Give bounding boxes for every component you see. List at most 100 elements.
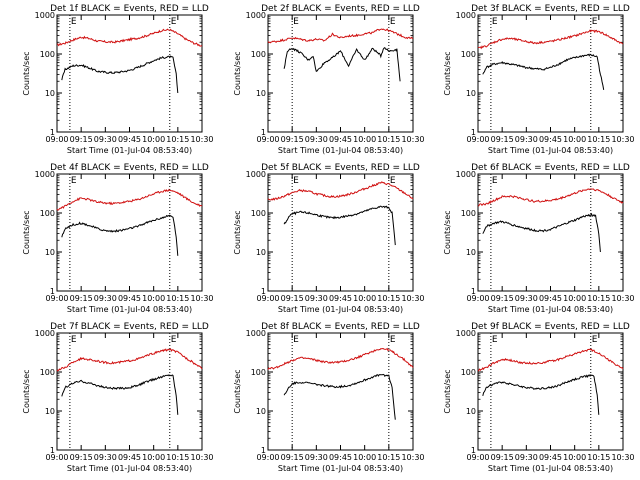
plot-frame xyxy=(56,332,203,451)
x-tick-label: 10:00 xyxy=(563,294,586,303)
plot-frame xyxy=(477,332,624,451)
x-tick-label: 10:00 xyxy=(563,453,586,462)
y-tick-label: 1000 xyxy=(456,329,476,338)
y-tick-label: 100 xyxy=(40,50,55,59)
x-tick-label: 09:45 xyxy=(118,294,141,303)
x-tick-label: 09:15 xyxy=(491,453,514,462)
y-tick-label: 1 xyxy=(261,128,266,137)
panel-det-5: Det 5f BLACK = Events, RED = LLD Counts/s… xyxy=(233,163,425,314)
y-tick-label: 10 xyxy=(466,248,476,257)
event-marker-label: E xyxy=(492,335,498,345)
plot-frame xyxy=(267,14,414,133)
panel-det-4: Det 4f BLACK = Events, RED = LLD Counts/s… xyxy=(22,163,214,314)
x-tick-label: 10:00 xyxy=(353,294,376,303)
y-tick-label: 1000 xyxy=(246,11,266,20)
panel-det-7: Det 7f BLACK = Events, RED = LLD Counts/s… xyxy=(22,322,214,473)
x-tick-label: 09:15 xyxy=(281,135,304,144)
y-tick-label: 1000 xyxy=(35,170,55,179)
y-tick-label: 1000 xyxy=(35,329,55,338)
event-marker-label: E xyxy=(171,17,177,27)
x-axis-label: Start Time (01-Jul-04 08:53:40) xyxy=(67,146,192,155)
event-marker-label: E xyxy=(390,176,396,186)
panel-title: Det 7f BLACK = Events, RED = LLD xyxy=(50,322,209,332)
x-tick-label: 09:15 xyxy=(70,135,93,144)
event-marker-label: E xyxy=(592,176,598,186)
x-tick-label: 10:30 xyxy=(190,294,213,303)
series-line-black xyxy=(61,214,179,256)
y-tick-label: 1000 xyxy=(246,170,266,179)
event-marker-label: E xyxy=(492,176,498,186)
x-tick-label: 09:30 xyxy=(515,294,538,303)
x-tick-label: 09:00 xyxy=(466,453,489,462)
y-tick-label: 100 xyxy=(461,209,476,218)
x-tick-label: 10:30 xyxy=(611,135,634,144)
series-line-red xyxy=(56,28,203,47)
x-tick-label: 09:45 xyxy=(118,135,141,144)
x-tick-label: 09:45 xyxy=(539,453,562,462)
x-tick-label: 09:45 xyxy=(329,453,352,462)
y-axis-label: Counts/sec xyxy=(22,51,31,95)
panel-title: Det 2f BLACK = Events, RED = LLD xyxy=(261,4,420,14)
y-tick-label: 10 xyxy=(45,248,55,257)
event-marker-label: E xyxy=(171,335,177,345)
y-tick-label: 1 xyxy=(50,287,55,296)
y-tick-label: 1000 xyxy=(246,329,266,338)
y-tick-label: 100 xyxy=(40,209,55,218)
x-tick-label: 10:30 xyxy=(611,294,634,303)
event-marker-label: E xyxy=(390,17,396,27)
series-line-black xyxy=(283,373,396,420)
series-line-red xyxy=(267,347,414,370)
series-line-red xyxy=(56,188,203,211)
panel-title: Det 5f BLACK = Events, RED = LLD xyxy=(261,163,420,173)
x-tick-label: 10:00 xyxy=(142,453,165,462)
y-tick-label: 100 xyxy=(40,368,55,377)
x-axis-label: Start Time (01-Jul-04 08:53:40) xyxy=(488,146,613,155)
y-axis-label: Counts/sec xyxy=(443,369,452,413)
y-tick-label: 10 xyxy=(45,89,55,98)
x-tick-label: 09:00 xyxy=(256,135,279,144)
y-tick-label: 100 xyxy=(251,209,266,218)
panel-det-3: Det 3f BLACK = Events, RED = LLD Counts/s… xyxy=(443,4,635,155)
plot-frame xyxy=(267,173,414,292)
y-tick-label: 1 xyxy=(261,446,266,455)
y-axis-label: Counts/sec xyxy=(233,369,242,413)
y-axis-label: Counts/sec xyxy=(22,210,31,254)
series-line-black xyxy=(482,212,601,253)
panel-title: Det 9f BLACK = Events, RED = LLD xyxy=(471,322,630,332)
panel-title: Det 3f BLACK = Events, RED = LLD xyxy=(471,4,630,14)
y-tick-label: 1 xyxy=(261,287,266,296)
x-axis-label: Start Time (01-Jul-04 08:53:40) xyxy=(278,305,403,314)
x-tick-label: 10:15 xyxy=(587,453,610,462)
x-tick-label: 09:15 xyxy=(281,453,304,462)
event-marker-label: E xyxy=(293,17,299,27)
x-tick-label: 09:45 xyxy=(329,294,352,303)
x-tick-label: 09:15 xyxy=(491,294,514,303)
y-tick-label: 1 xyxy=(471,128,476,137)
x-axis-label: Start Time (01-Jul-04 08:53:40) xyxy=(278,146,403,155)
panel-det-1: Det 1f BLACK = Events, RED = LLD Counts/s… xyxy=(22,4,214,155)
y-tick-label: 1000 xyxy=(456,170,476,179)
x-tick-label: 10:00 xyxy=(142,294,165,303)
x-tick-label: 10:15 xyxy=(377,453,400,462)
x-tick-label: 09:00 xyxy=(45,453,68,462)
x-tick-label: 09:30 xyxy=(515,453,538,462)
event-marker-label: E xyxy=(71,176,77,186)
y-axis-label: Counts/sec xyxy=(443,210,452,254)
series-line-black xyxy=(482,53,605,90)
x-tick-label: 10:15 xyxy=(377,135,400,144)
x-tick-label: 09:00 xyxy=(256,453,279,462)
panel-title: Det 8f BLACK = Events, RED = LLD xyxy=(261,322,420,332)
y-tick-label: 10 xyxy=(466,89,476,98)
event-marker-label: E xyxy=(293,335,299,345)
x-tick-label: 09:00 xyxy=(466,135,489,144)
panel-det-6: Det 6f BLACK = Events, RED = LLD Counts/s… xyxy=(443,163,635,314)
event-marker-label: E xyxy=(293,176,299,186)
y-tick-label: 1 xyxy=(471,287,476,296)
x-tick-label: 10:00 xyxy=(353,453,376,462)
x-tick-label: 10:00 xyxy=(353,135,376,144)
y-tick-label: 100 xyxy=(461,368,476,377)
y-tick-label: 1 xyxy=(50,446,55,455)
x-tick-label: 10:30 xyxy=(401,453,424,462)
x-tick-label: 09:15 xyxy=(70,294,93,303)
x-tick-label: 09:30 xyxy=(515,135,538,144)
